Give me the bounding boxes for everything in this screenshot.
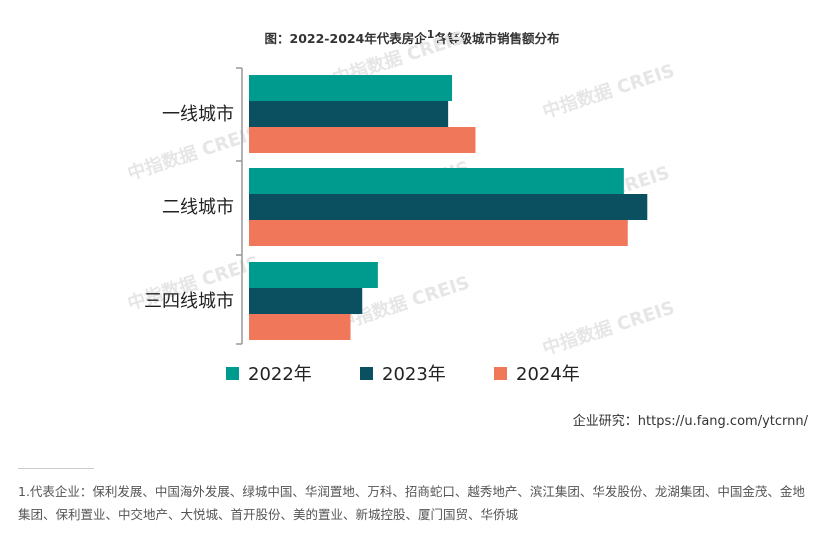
chart-title-footnote-mark: 1 [426, 28, 435, 41]
bar-1-2 [249, 220, 628, 246]
legend-label: 2022年 [248, 364, 312, 385]
category-label: 一线城市 [162, 104, 234, 125]
bar-2-0 [249, 262, 378, 288]
category-label: 三四线城市 [144, 291, 234, 312]
category-label: 二线城市 [162, 197, 234, 218]
legend-label: 2024年 [516, 364, 580, 385]
watermark-text: 中指数据 CREIS [540, 59, 677, 122]
source-note: 企业研究：https://u.fang.com/ytcrnn/ [572, 414, 808, 429]
bar-2-2 [249, 314, 351, 340]
bar-0-2 [249, 127, 476, 153]
bar-0-1 [249, 101, 449, 127]
bar-1-0 [249, 168, 624, 194]
legend-swatch [494, 367, 507, 380]
bar-1-1 [249, 194, 648, 220]
bars-layer [249, 75, 648, 340]
watermark-text: 中指数据 CREIS [540, 296, 677, 359]
footnote: 1.代表企业：保利发展、中国海外发展、绿城中国、华润置地、万科、招商蛇口、越秀地… [18, 484, 805, 522]
footnote-divider [18, 468, 94, 469]
chart-title: 图：2022-2024年代表房企1各等级城市销售额分布 [0, 28, 824, 47]
bar-2-1 [249, 288, 363, 314]
bar-0-0 [249, 75, 453, 101]
legend-swatch [360, 367, 373, 380]
legend-label: 2023年 [382, 364, 446, 385]
chart-title-suffix: 各等级城市销售额分布 [434, 31, 560, 47]
chart-title-prefix: 图：2022-2024年代表房企 [264, 31, 427, 47]
legend: 2022年 2023年 2024年 [226, 364, 580, 385]
legend-swatch [226, 367, 239, 380]
